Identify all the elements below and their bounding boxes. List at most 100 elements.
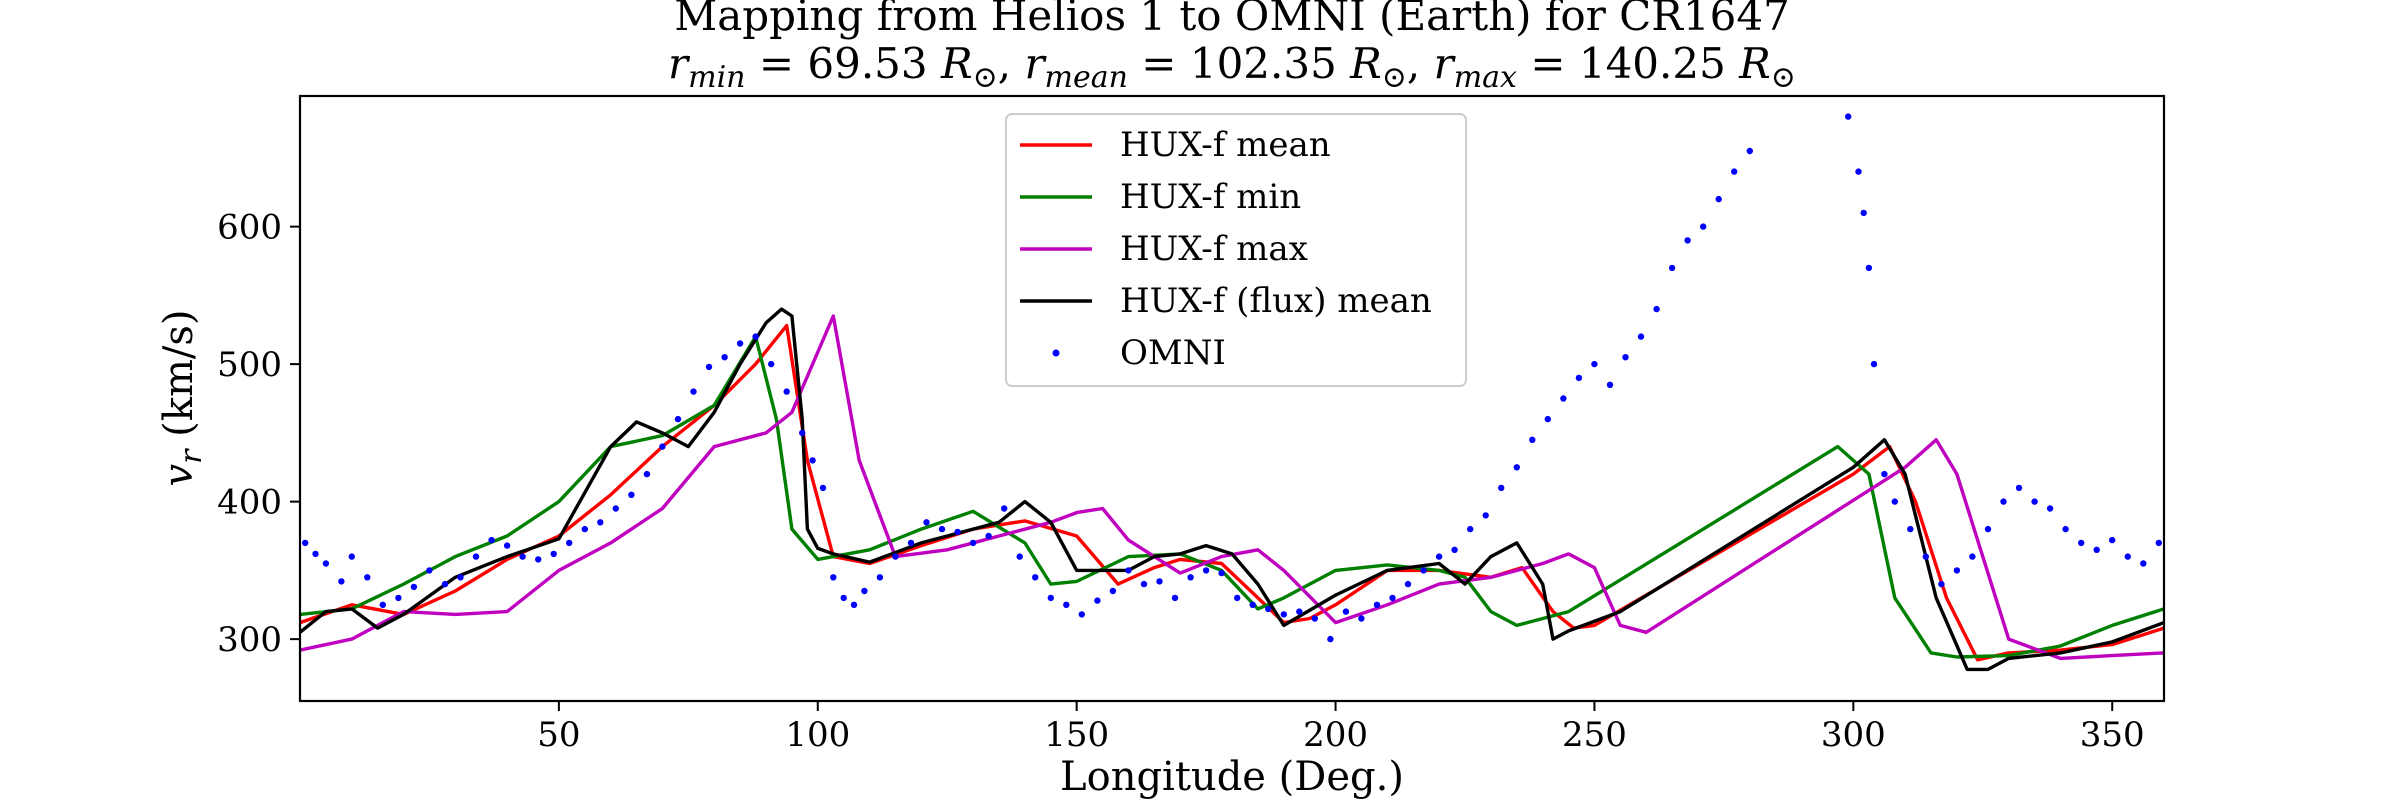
omni-point [1420,567,1427,574]
omni-point [690,388,697,395]
omni-point [985,532,992,540]
omni-point [1637,333,1645,340]
subtitle-value: = 140.25 [1517,39,1739,88]
x-tick-label: 50 [537,715,580,755]
legend-swatch [1052,349,1060,357]
chart-subtitle: rmin = 69.53 R⊙, rmean = 102.35 R⊙, rmax… [668,39,1796,95]
omni-point [1249,601,1256,608]
subtitle-value: = 102.35 [1128,39,1350,88]
x-tick-label: 250 [1562,715,1627,755]
omni-point [1891,498,1899,505]
ylabel-var: v [156,464,202,487]
omni-point [659,443,666,450]
subtitle-var: r [668,39,691,88]
series-line-hux-f-flux-mean [300,307,2164,672]
y-tick-label: 600 [217,208,282,248]
omni-point [1451,546,1458,553]
ylabel-unit: (km/s) [156,309,202,449]
omni-point [721,354,728,361]
omni-point [1435,553,1443,560]
omni-point [783,388,790,395]
omni-point [1560,395,1567,402]
x-axis-label: Longitude (Deg.) [1060,754,1404,800]
omni-point [2140,560,2147,567]
subtitle-unit-subscript: ⊙ [1771,60,1796,95]
omni-point [1373,601,1381,608]
subtitle-subscript: min [688,60,745,95]
omni-point [861,587,868,595]
omni-point [1109,587,1117,595]
legend-label: HUX-f mean [1120,125,1331,165]
omni-point [1860,209,1867,217]
omni-point [2031,498,2038,505]
omni-point [581,525,588,533]
subtitle-unit: R [940,39,973,88]
omni-point [907,539,915,547]
omni-point [768,360,775,368]
legend-label: OMNI [1120,333,1226,373]
omni-point [566,539,573,547]
omni-point [1482,512,1489,519]
y-axis-label: vr (km/s) [156,309,209,486]
omni-point [550,550,557,558]
omni-point [938,525,946,533]
omni-point [1342,608,1350,615]
omni-point [1047,594,1055,602]
plot-frame [298,94,2166,703]
omni-point [1529,436,1536,443]
omni-point [1715,195,1722,203]
omni-point [457,574,464,581]
omni-point [705,363,713,371]
omni-point [892,553,899,560]
x-tick-label: 150 [1044,715,1109,755]
omni-point [876,574,884,581]
omni-point [503,542,511,549]
omni-point [1498,484,1505,492]
omni-point [1140,580,1148,588]
subtitle-var: r [1434,39,1457,88]
omni-point [1280,611,1288,618]
omni-point [1953,567,1961,574]
omni-point [2078,539,2085,547]
omni-point [923,519,930,526]
omni-point [1668,264,1676,272]
omni-point [2093,546,2100,553]
omni-point [752,333,759,340]
omni-point [338,578,345,585]
omni-point [969,539,977,547]
omni-point [1881,470,1888,478]
omni-point [1265,605,1272,613]
omni-point [379,601,386,608]
omni-point [799,429,806,437]
omni-point [1865,264,1873,272]
legend-label: HUX-f min [1120,177,1301,217]
axis-ticks: 50 100 150 200 250 300 350 300 400 500 600 [217,208,2145,755]
omni-point [1358,615,1365,622]
omni-point [809,457,816,464]
omni-point [1171,594,1179,602]
subtitle-unit-subscript: ⊙ [1382,60,1407,95]
omni-point [2000,498,2007,505]
subtitle-unit: R [1738,39,1771,88]
omni-point [1156,578,1163,585]
subtitle-separator: , [998,39,1025,88]
series-line-hux-f-max [300,314,2164,661]
omni-point [1653,305,1660,313]
x-tick-label: 300 [1821,715,1886,755]
omni-point [1684,237,1691,244]
omni-point [2015,484,2023,492]
y-tick-label: 300 [217,620,282,660]
legend-label: HUX-f max [1120,229,1308,269]
omni-point [1467,525,1474,533]
omni-point [1218,569,1225,577]
omni-point [395,594,402,602]
omni-point [410,583,418,591]
omni-point [2046,505,2054,512]
omni-point [302,539,309,547]
omni-point [1032,574,1039,581]
omni-point [1063,601,1070,608]
omni-point [1187,574,1194,581]
omni-point [628,491,635,498]
omni-point [1078,611,1086,618]
omni-point [674,415,682,423]
